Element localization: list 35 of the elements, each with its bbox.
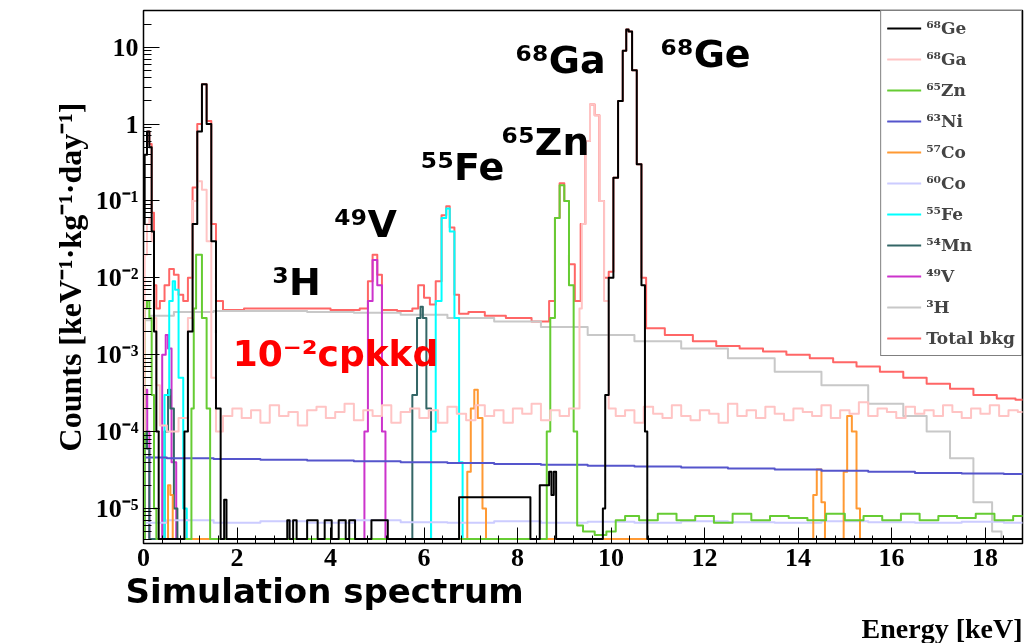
legend-label: ⁵⁴Mn (926, 234, 973, 256)
legend-label: ³H (926, 296, 950, 318)
annotation: ³H (272, 259, 321, 304)
y-tick-label: 10⁻⁴ (95, 417, 139, 447)
x-tick-label: 0 (137, 542, 150, 572)
legend-label: ⁵⁵Fe (926, 203, 964, 225)
y-tick-label: 10⁻³ (95, 340, 139, 370)
y-tick-label: 10⁻² (95, 263, 139, 293)
y-tick-label: 1 (125, 109, 139, 139)
x-tick-label: 16 (878, 542, 905, 572)
annotation: ⁶⁸Ge (660, 31, 751, 76)
annotation: ⁶⁸Ga (515, 37, 606, 82)
legend-label: ⁶⁸Ge (926, 17, 967, 39)
text: Simulation spectrum (125, 570, 524, 611)
x-tick-label: 12 (691, 542, 718, 572)
y-tick-label: 10⁻¹ (95, 186, 139, 216)
annotation: ⁴⁹V (334, 201, 398, 246)
legend-label: Total bkg (926, 327, 1015, 349)
y-tick-label: 10 (112, 32, 139, 62)
x-tick-label: 14 (785, 542, 812, 572)
y-axis-title: Counts [keV⁻¹·kg⁻¹·day⁻¹] (51, 102, 88, 452)
x-axis-title: Energy [keV] (861, 612, 1023, 643)
legend-label: ⁵⁷Co (926, 141, 966, 163)
legend-label: ⁴⁹V (926, 265, 955, 287)
x-tick-label: 10 (598, 542, 625, 572)
x-tick-label: 8 (511, 542, 525, 572)
legend-label: ⁶⁵Zn (926, 79, 966, 101)
x-tick-label: 4 (324, 542, 338, 572)
legend-label: ⁶³Ni (926, 110, 964, 132)
x-tick-label: 6 (417, 542, 431, 572)
x-tick-label: 18 (972, 542, 999, 572)
legend-label: ⁶⁸Ga (926, 48, 967, 70)
x-tick-label: 2 (230, 542, 244, 572)
legend-label: ⁶⁰Co (926, 172, 966, 194)
y-tick-label: 10⁻⁵ (95, 493, 139, 523)
